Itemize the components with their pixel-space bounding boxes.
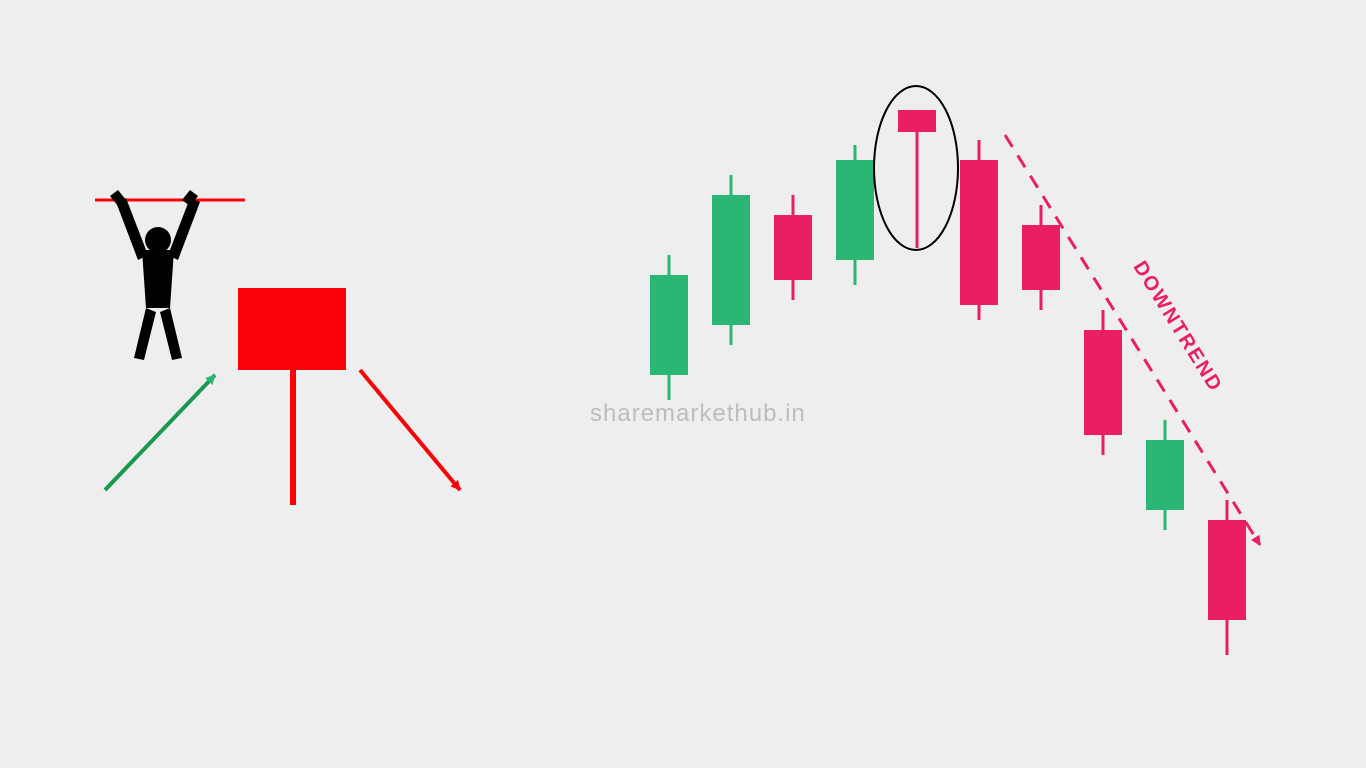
candle-body xyxy=(960,160,998,305)
downtrend-arrow xyxy=(360,370,460,490)
hanging-man-icon xyxy=(110,190,200,360)
hanging-man-candle-body xyxy=(238,288,346,370)
uptrend-arrow xyxy=(105,375,215,490)
candle-body xyxy=(1084,330,1122,435)
candle-body xyxy=(712,195,750,325)
watermark-text: sharemarkethub.in xyxy=(590,400,806,428)
candle-body xyxy=(1208,520,1246,620)
chart-svg: DOWNTREND xyxy=(0,0,1366,768)
infographic-stage: DOWNTREND sharemarkethub.in xyxy=(0,0,1366,768)
candle-body xyxy=(1146,440,1184,510)
candle-body xyxy=(836,160,874,260)
downtrend-dashed-arrow xyxy=(1005,135,1260,545)
downtrend-label: DOWNTREND xyxy=(1129,257,1227,396)
candle-body xyxy=(1022,225,1060,290)
candle-body xyxy=(650,275,688,375)
candle-body xyxy=(774,215,812,280)
hanging-man-candle-wick xyxy=(290,370,296,505)
hanging-man-pattern-candle xyxy=(898,110,936,132)
